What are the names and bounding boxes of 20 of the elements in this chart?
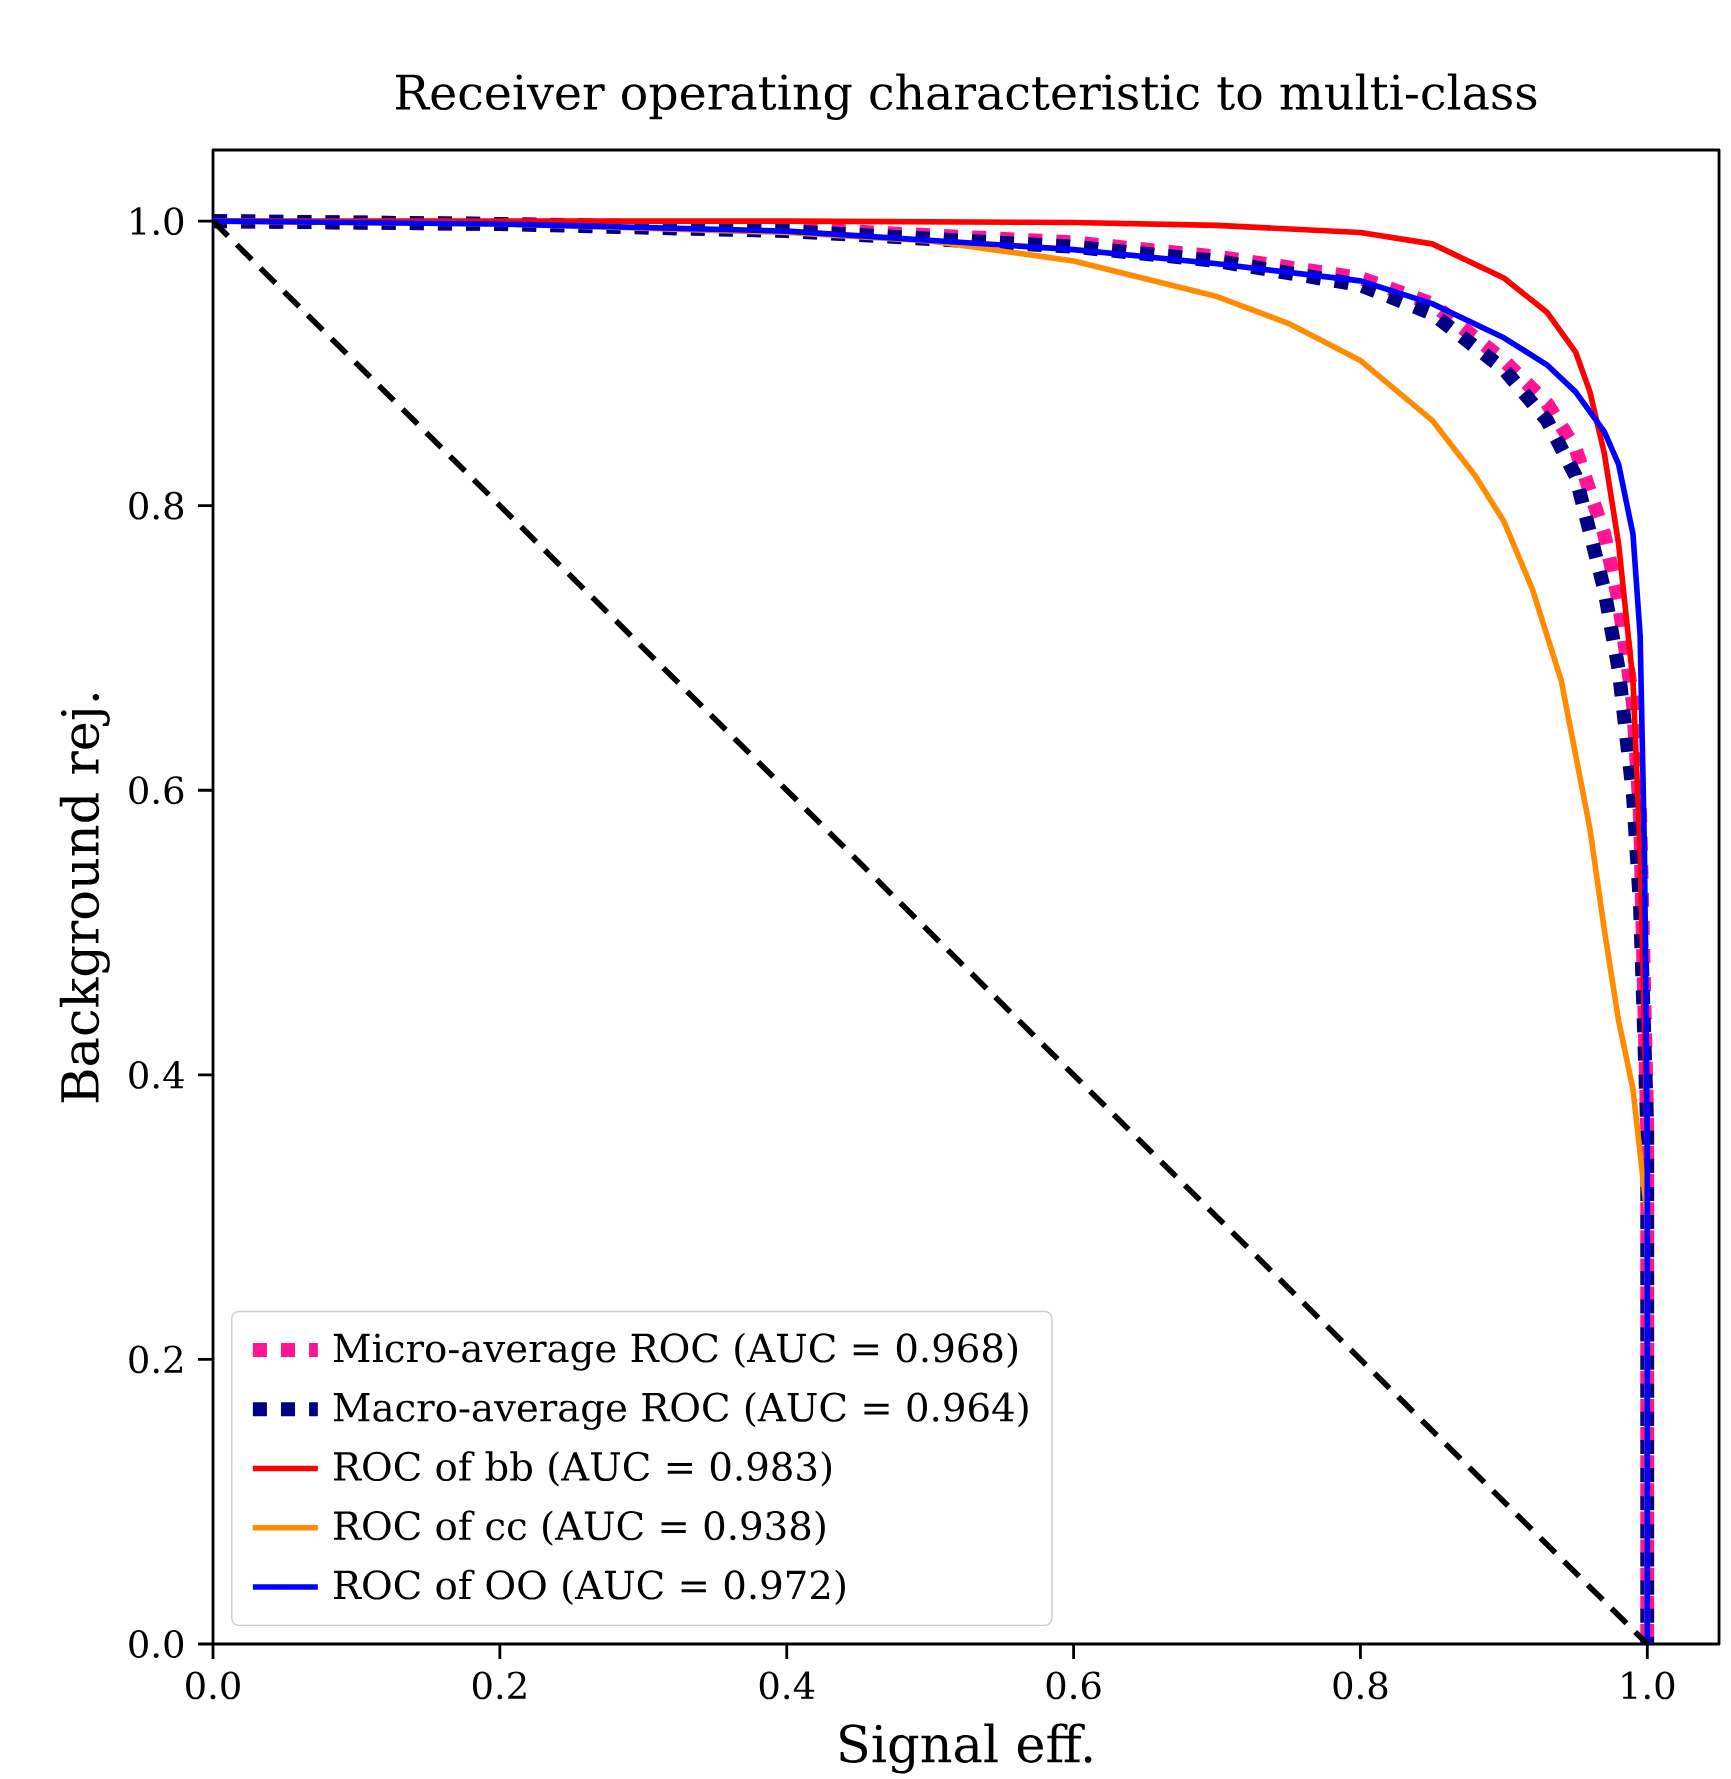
x-tick-label: 0.2	[472, 1671, 526, 1700]
legend-label: Micro-average ROC (AUC = 0.968)	[333, 1332, 1018, 1371]
legend-label: ROC of bb (AUC = 0.983)	[334, 1451, 832, 1487]
y-tick-label: 1.0	[131, 207, 184, 236]
x-tick-label: 0.6	[1046, 1671, 1101, 1700]
y-tick-label: 0.4	[129, 1060, 184, 1089]
y-tick-label: 0.2	[129, 1345, 182, 1374]
x-tick-label: 0.0	[186, 1671, 240, 1700]
x-tick-label: 0.4	[759, 1671, 815, 1700]
y-tick-label: 0.0	[129, 1630, 184, 1658]
legend-label: ROC of cc (AUC = 0.938)	[334, 1510, 825, 1546]
legend-label: ROC of OO (AUC = 0.972)	[334, 1569, 845, 1606]
x-tick-label: 0.8	[1333, 1671, 1388, 1700]
x-tick-label: 1.0	[1622, 1671, 1675, 1700]
y-tick-label: 0.8	[129, 491, 184, 520]
legend-label: Macro-average ROC (AUC = 0.964)	[333, 1391, 1028, 1430]
x-axis-title: Signal eff.	[840, 1723, 1092, 1774]
chart-title: Receiver operating characteristic to multi-class	[396, 73, 1537, 120]
y-axis-title: Background rej.	[59, 693, 110, 1103]
y-tick-label: 0.6	[129, 776, 184, 805]
